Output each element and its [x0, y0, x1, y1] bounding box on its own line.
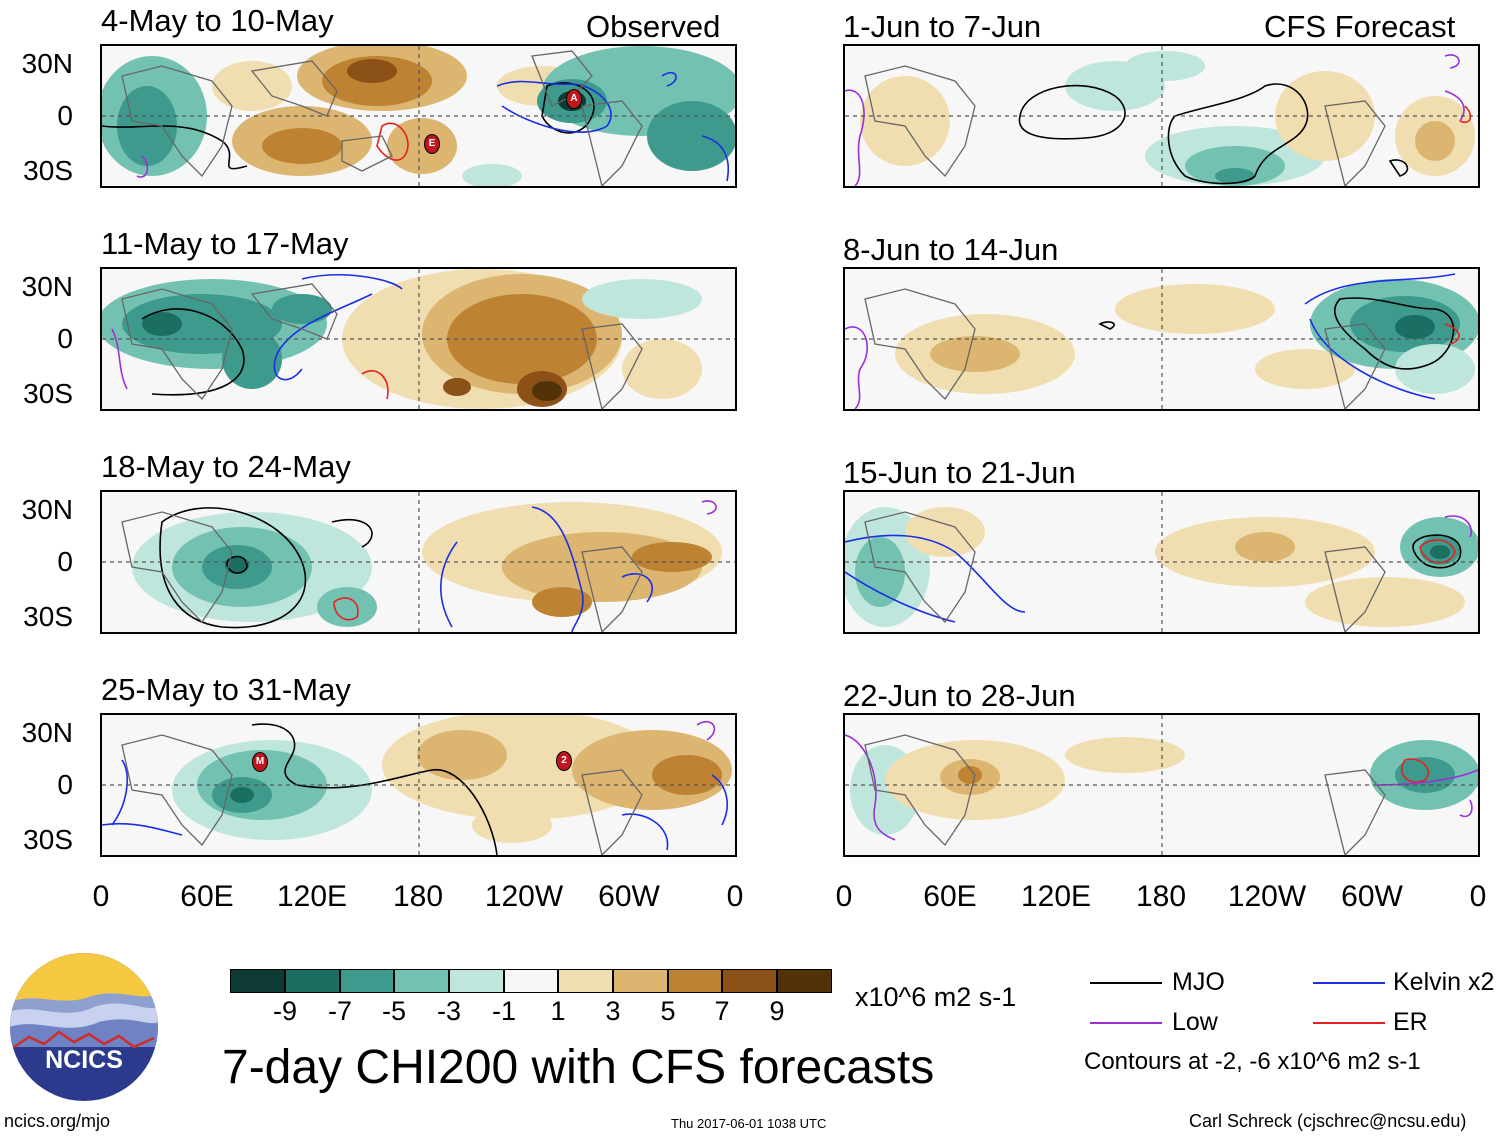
legend-label-er: ER: [1393, 1008, 1428, 1036]
footer-url[interactable]: ncics.org/mjo: [4, 1111, 111, 1131]
forecast-map-4: [843, 713, 1480, 857]
colorbar-tick: -9: [272, 996, 298, 1026]
lon-label-60e: 60E: [180, 880, 234, 913]
forecast-panel-3-title: 15-Jun to 21-Jun: [843, 455, 1076, 490]
forecast-panel-1-title: 1-Jun to 7-Jun: [843, 9, 1042, 44]
lat-label-30s: 30S: [23, 378, 73, 409]
lat-label-30n: 30N: [21, 48, 73, 79]
lat-label-30n: 30N: [21, 494, 73, 525]
storm-marker-e: E: [424, 134, 440, 154]
colorbar-box-2: [285, 969, 340, 993]
observed-panel-2-title: 11-May to 17-May: [101, 226, 349, 261]
lon-label-120w: 120W: [484, 880, 564, 913]
legend-line-kelvin: [1313, 982, 1385, 984]
main-title: 7-day CHI200 with CFS forecasts: [222, 1041, 935, 1094]
lon-label-0: 0: [835, 880, 853, 913]
colorbar-box-6: [504, 969, 558, 993]
colorbar-tick: -7: [327, 996, 353, 1026]
colorbar-box-11: [777, 969, 832, 993]
lat-label-30s: 30S: [23, 155, 73, 186]
lon-label-0-end: 0: [1469, 880, 1487, 913]
lon-label-60w: 60W: [598, 880, 660, 913]
lon-label-180: 180: [392, 880, 444, 913]
colorbar-units: x10^6 m2 s-1: [855, 982, 1017, 1012]
storm-marker-a: A: [566, 89, 582, 109]
lat-label-0: 0: [57, 100, 73, 131]
lat-label-30s: 30S: [23, 601, 73, 632]
observed-label: Observed: [586, 9, 721, 44]
colorbar-tick: -3: [436, 996, 462, 1026]
colorbar-tick: -1: [491, 996, 517, 1026]
contours-note: Contours at -2, -6 x10^6 m2 s-1: [1084, 1048, 1421, 1075]
lon-label-180: 180: [1135, 880, 1187, 913]
observed-map-4: [100, 713, 737, 857]
colorbar-box-9: [668, 969, 722, 993]
observed-map-3: [100, 490, 737, 634]
storm-marker-2: 2: [556, 751, 572, 771]
lon-label-120e: 120E: [1020, 880, 1092, 913]
ncics-logo-text: NCICS: [45, 1046, 123, 1074]
legend-label-mjo: MJO: [1172, 968, 1225, 996]
lon-label-120w: 120W: [1227, 880, 1307, 913]
colorbar-box-3: [340, 969, 394, 993]
forecast-map-3: [843, 490, 1480, 634]
lat-label-0: 0: [57, 769, 73, 800]
lat-label-0: 0: [57, 323, 73, 354]
ncics-logo: NCICS: [9, 952, 159, 1102]
legend-line-low: [1090, 1022, 1162, 1024]
colorbar-box-5: [449, 969, 504, 993]
colorbar-box-7: [558, 969, 613, 993]
legend-line-er: [1313, 1022, 1385, 1024]
observed-map-2: [100, 267, 737, 411]
legend-line-mjo: [1090, 982, 1162, 984]
lon-label-60e: 60E: [923, 880, 977, 913]
forecast-panel-2-title: 8-Jun to 14-Jun: [843, 232, 1059, 267]
colorbar-box-8: [613, 969, 668, 993]
storm-marker-m: M: [252, 752, 268, 772]
forecast-panel-4-title: 22-Jun to 28-Jun: [843, 678, 1076, 713]
observed-panel-3-title: 18-May to 24-May: [101, 449, 351, 484]
lat-label-0: 0: [57, 546, 73, 577]
legend-label-kelvin: Kelvin x2: [1393, 968, 1495, 996]
colorbar-tick: 3: [605, 996, 621, 1026]
observed-panel-1-title: 4-May to 10-May: [101, 3, 334, 38]
observed-map-1: [100, 44, 737, 188]
forecast-map-1: [843, 44, 1480, 188]
forecast-map-2: [843, 267, 1480, 411]
lat-label-30s: 30S: [23, 824, 73, 855]
lon-label-60w: 60W: [1341, 880, 1403, 913]
colorbar-tick: 7: [714, 996, 730, 1026]
footer-author: Carl Schreck (cjschrec@ncsu.edu): [1189, 1111, 1467, 1131]
lon-label-0-end: 0: [726, 880, 744, 913]
colorbar-tick: 1: [550, 996, 566, 1026]
forecast-label: CFS Forecast: [1264, 9, 1456, 44]
lon-label-120e: 120E: [276, 880, 348, 913]
lat-label-30n: 30N: [21, 717, 73, 748]
colorbar-box-1: [230, 969, 285, 993]
colorbar-tick: -5: [381, 996, 407, 1026]
colorbar-tick: 5: [660, 996, 676, 1026]
lat-label-30n: 30N: [21, 271, 73, 302]
legend-label-low: Low: [1172, 1008, 1218, 1036]
lon-label-0: 0: [92, 880, 110, 913]
observed-panel-4-title: 25-May to 31-May: [101, 672, 351, 707]
colorbar-box-4: [394, 969, 449, 993]
colorbar-box-10: [722, 969, 777, 993]
footer-timestamp: Thu 2017-06-01 1038 UTC: [671, 1116, 827, 1131]
colorbar-tick: 9: [769, 996, 785, 1026]
